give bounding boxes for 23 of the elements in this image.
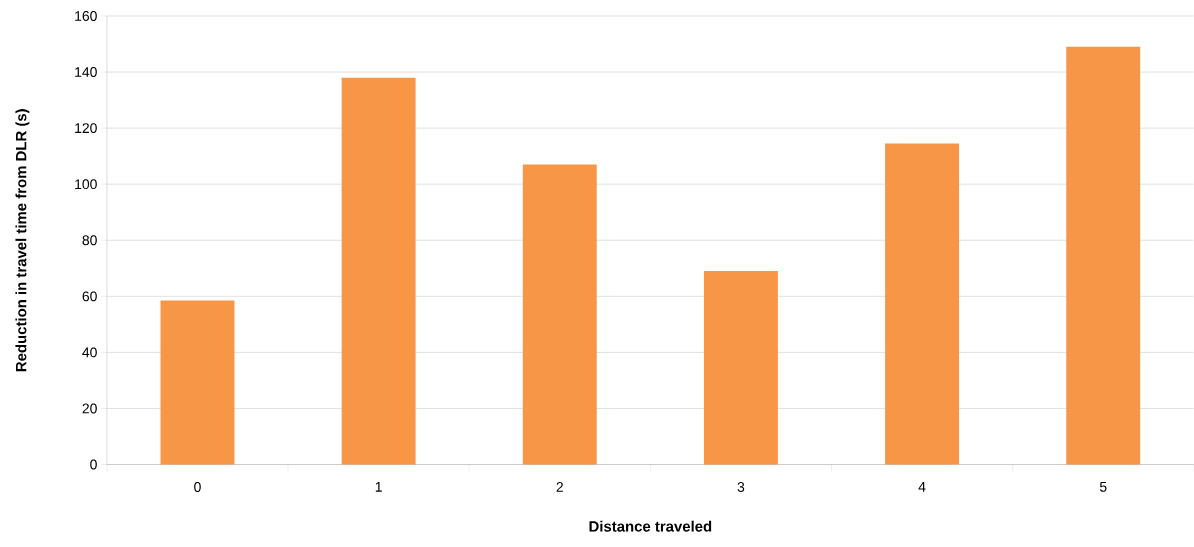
x-tick-label: 1	[375, 481, 382, 492]
x-tick-label: 4	[918, 481, 926, 492]
x-tick-label: 2	[556, 481, 563, 492]
bar	[1066, 46, 1141, 465]
x-tick-label: 0	[194, 481, 201, 492]
y-axis-title: Reduction in travel time from DLR (s)	[15, 108, 30, 371]
bar	[160, 300, 235, 465]
y-tick-label: 140	[75, 66, 97, 77]
y-tick-label: 160	[75, 10, 97, 21]
y-tick-label: 20	[82, 403, 97, 414]
y-tick-label: 120	[75, 122, 97, 133]
bar	[341, 77, 416, 465]
y-tick-label: 40	[82, 347, 97, 358]
y-tick-label: 60	[82, 291, 97, 302]
x-tick-label: 5	[1099, 481, 1107, 492]
bar	[885, 143, 960, 465]
y-tick-label: 80	[82, 235, 97, 245]
x-axis-title: Distance traveled	[589, 520, 712, 532]
y-tick-label: 100	[75, 179, 97, 189]
y-tick-label: 0	[90, 459, 97, 470]
x-tick-label: 3	[737, 481, 745, 492]
bar	[703, 270, 778, 465]
bar	[522, 164, 597, 465]
